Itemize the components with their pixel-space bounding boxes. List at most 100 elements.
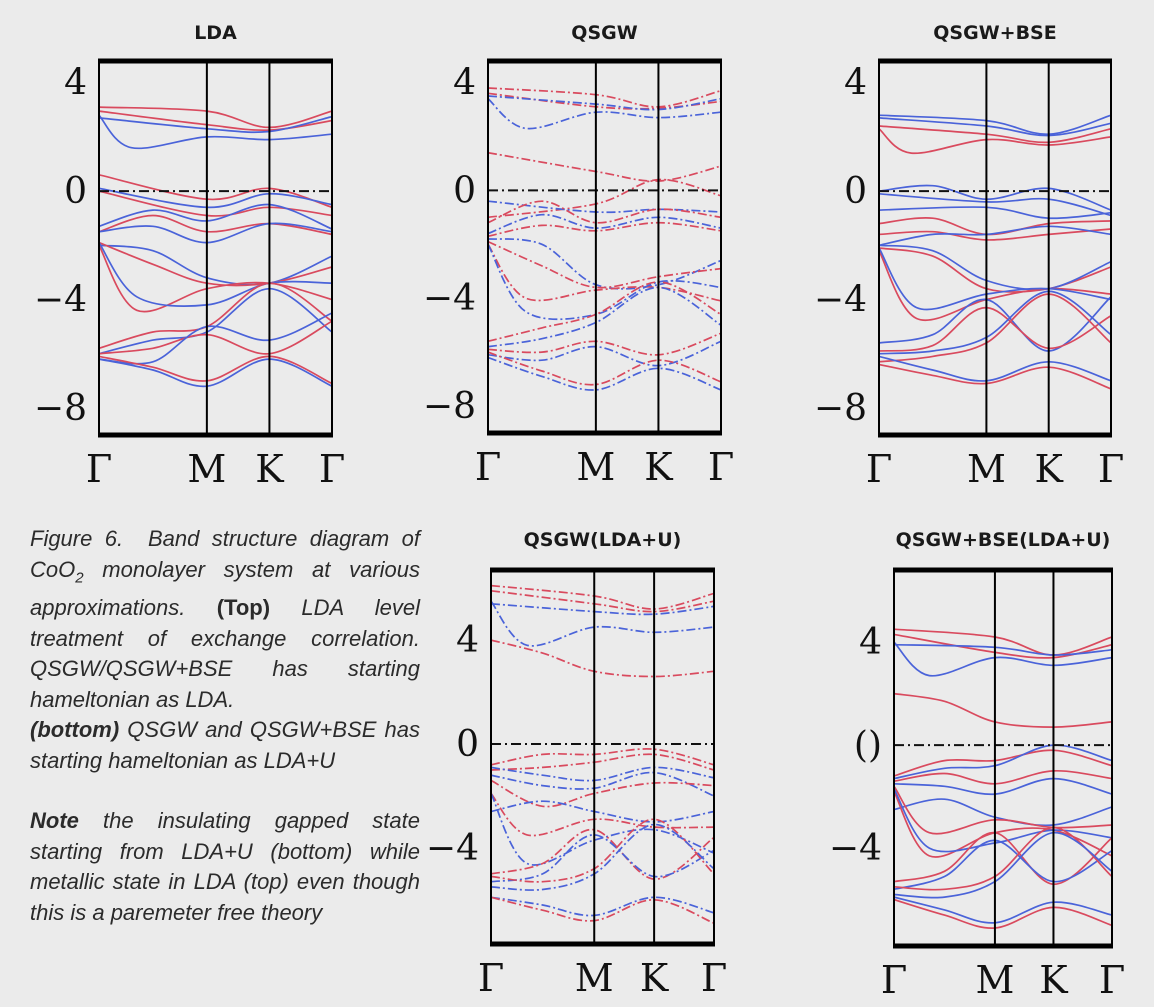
band-red-5: [894, 692, 1112, 728]
band-blue-8: [491, 766, 714, 782]
band-red-19: [99, 355, 332, 385]
band-blue-15: [879, 296, 1111, 352]
band-blue-19: [879, 355, 1111, 382]
band-red-16: [879, 306, 1111, 352]
x-tick-label-Γ: Γ: [881, 958, 907, 1002]
band-red-2: [491, 589, 714, 613]
band-blue-10: [99, 222, 332, 244]
x-tick-label-Γ: Γ: [319, 447, 345, 491]
band-blue-3: [491, 602, 714, 616]
x-tick-label-M: M: [187, 447, 226, 491]
band-blue-17: [879, 290, 1111, 355]
band-red-15: [488, 281, 721, 343]
y-tick-label: 0: [456, 724, 479, 765]
y-tick-label: 4: [844, 63, 867, 104]
band-blue-3: [488, 98, 721, 130]
x-tick-label-Γ: Γ: [1098, 447, 1124, 491]
x-tick-label-M: M: [576, 445, 615, 489]
y-tick-label: −8: [423, 386, 476, 427]
x-tick-label-M: M: [575, 956, 614, 1000]
y-tick-label: −4: [423, 278, 476, 319]
band-blue-4: [99, 115, 332, 134]
band-red-19: [894, 898, 1112, 929]
x-tick-label-M: M: [975, 958, 1014, 1002]
band-red-6: [491, 748, 714, 766]
y-tick-label: 0: [844, 171, 867, 212]
band-red-1: [99, 106, 332, 129]
band-lines: [491, 584, 714, 924]
panel-4: QSGW(LDA+U)40−4Γ M K Γ: [426, 529, 727, 1000]
x-tick-label-K: K: [1035, 447, 1064, 491]
band-blue-13: [491, 793, 714, 866]
caption-note-label: Note: [30, 808, 79, 834]
band-blue-11: [488, 238, 721, 290]
band-blue-15: [491, 834, 714, 883]
band-red-1: [894, 628, 1112, 656]
y-tick-label: −4: [829, 828, 882, 869]
band-blue-6: [879, 192, 1111, 217]
caption-paragraph-2: (bottom) QSGW and QSGW+BSE has starting …: [30, 715, 420, 776]
band-blue-10: [894, 798, 1112, 827]
band-blue-4: [491, 600, 714, 647]
band-blue-1: [879, 114, 1111, 136]
y-tick-label: −8: [34, 388, 87, 429]
band-red-3: [879, 125, 1111, 144]
panel-title: QSGW: [571, 22, 637, 44]
x-tick-label-Γ: Γ: [866, 447, 892, 491]
caption-paragraph-1: Figure 6. Band structure diagram of CoO2…: [30, 524, 420, 715]
band-blue-9: [488, 213, 721, 235]
band-red-13: [879, 250, 1111, 321]
y-tick-label: 4: [453, 63, 476, 104]
x-tick-label-K: K: [644, 445, 673, 489]
band-blue-11: [99, 244, 332, 286]
band-red-8: [894, 770, 1112, 785]
caption-text-4: the insulating gapped state starting fro…: [30, 808, 420, 925]
band-blue-10: [879, 225, 1111, 247]
y-tick-label: −8: [814, 388, 867, 429]
band-lines: [99, 106, 332, 388]
band-red-10: [491, 779, 714, 808]
band-red-19: [488, 351, 721, 386]
band-red-15: [99, 282, 332, 350]
x-tick-label-Γ: Γ: [1099, 958, 1125, 1002]
band-red-11: [879, 247, 1111, 293]
caption-paragraph-3: Note the insulating gapped state startin…: [30, 806, 420, 928]
band-blue-17: [491, 823, 714, 891]
band-lines: [488, 87, 721, 391]
band-red-2: [99, 110, 332, 132]
band-red-14: [894, 831, 1112, 886]
band-red-6: [488, 178, 721, 219]
band-blue-14: [488, 243, 721, 321]
caption-bottom-label: (bottom): [30, 717, 120, 743]
band-blue-14: [99, 242, 332, 307]
x-tick-label-K: K: [640, 956, 669, 1000]
y-tick-label: 4: [859, 622, 882, 663]
y-tick-label: 0: [453, 170, 476, 211]
y-tick-label: 4: [456, 620, 479, 661]
band-red-5: [491, 639, 714, 678]
band-blue-4: [488, 95, 721, 111]
x-tick-label-M: M: [967, 447, 1006, 491]
band-blue-15: [894, 839, 1112, 891]
caption-text-1b: monolayer system at various approximatio…: [30, 556, 420, 621]
band-blue-20: [488, 356, 721, 391]
band-red-17: [488, 332, 721, 356]
band-red-1: [488, 87, 721, 108]
caption-gap: [30, 776, 420, 806]
band-red-18: [879, 293, 1111, 363]
y-tick-label: 0: [64, 171, 87, 212]
band-red-5: [99, 173, 332, 209]
caption-text-1a: Band structure diagram of CoO: [30, 526, 420, 582]
panel-title: QSGW(LDA+U): [524, 529, 682, 551]
x-tick-label-Γ: Γ: [701, 956, 727, 1000]
x-tick-label-Γ: Γ: [708, 445, 734, 489]
x-tick-label-Γ: Γ: [475, 445, 501, 489]
band-red-10: [488, 221, 721, 238]
band-blue-16: [488, 286, 721, 348]
caption-text-2: LDA level treatment of exchange correlat…: [30, 595, 420, 712]
band-blue-7: [879, 206, 1111, 220]
